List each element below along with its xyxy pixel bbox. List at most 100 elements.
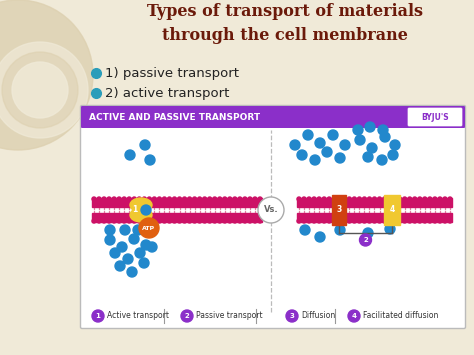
Circle shape <box>102 197 106 201</box>
Bar <box>92 198 262 207</box>
Circle shape <box>125 150 135 160</box>
Circle shape <box>182 219 187 223</box>
Circle shape <box>363 197 366 201</box>
Circle shape <box>312 197 316 201</box>
Circle shape <box>92 219 96 223</box>
Circle shape <box>157 219 161 223</box>
Circle shape <box>363 152 373 162</box>
Circle shape <box>218 219 222 223</box>
Circle shape <box>107 219 111 223</box>
Circle shape <box>97 219 101 223</box>
Circle shape <box>303 130 313 140</box>
Circle shape <box>353 125 363 135</box>
Text: 4: 4 <box>389 206 395 214</box>
Circle shape <box>142 219 146 223</box>
Circle shape <box>438 219 442 223</box>
Circle shape <box>147 197 151 201</box>
Circle shape <box>132 219 136 223</box>
Circle shape <box>373 197 376 201</box>
Circle shape <box>448 219 452 223</box>
Circle shape <box>367 219 372 223</box>
Circle shape <box>337 219 341 223</box>
Circle shape <box>423 197 427 201</box>
Circle shape <box>178 197 182 201</box>
Circle shape <box>243 197 247 201</box>
Circle shape <box>188 197 191 201</box>
Circle shape <box>123 254 133 264</box>
Circle shape <box>218 197 222 201</box>
Circle shape <box>359 234 372 246</box>
Circle shape <box>398 197 401 201</box>
Text: ATP: ATP <box>143 225 155 230</box>
Circle shape <box>173 197 176 201</box>
Circle shape <box>253 197 257 201</box>
Circle shape <box>347 197 351 201</box>
Circle shape <box>213 219 217 223</box>
Circle shape <box>145 155 155 165</box>
Circle shape <box>228 197 232 201</box>
Circle shape <box>322 147 332 157</box>
Circle shape <box>127 197 131 201</box>
Ellipse shape <box>130 198 152 212</box>
Circle shape <box>213 197 217 201</box>
Circle shape <box>2 52 78 128</box>
Circle shape <box>110 248 120 258</box>
Circle shape <box>133 225 143 235</box>
Circle shape <box>377 155 387 165</box>
Circle shape <box>92 197 96 201</box>
Circle shape <box>139 218 159 238</box>
Circle shape <box>342 219 346 223</box>
Circle shape <box>408 219 412 223</box>
Circle shape <box>290 140 300 150</box>
Circle shape <box>243 219 247 223</box>
Circle shape <box>312 219 316 223</box>
Circle shape <box>141 205 151 215</box>
Circle shape <box>192 219 197 223</box>
Circle shape <box>152 197 156 201</box>
Circle shape <box>137 197 141 201</box>
Circle shape <box>302 197 306 201</box>
Circle shape <box>297 197 301 201</box>
Text: ACTIVE AND PASSIVE TRANSPORT: ACTIVE AND PASSIVE TRANSPORT <box>89 113 260 121</box>
Text: Active transport: Active transport <box>107 311 169 321</box>
Circle shape <box>92 310 104 322</box>
Circle shape <box>0 42 88 138</box>
Circle shape <box>297 150 307 160</box>
Circle shape <box>248 197 252 201</box>
Circle shape <box>167 197 172 201</box>
Circle shape <box>300 225 310 235</box>
Circle shape <box>258 197 262 201</box>
Text: 3: 3 <box>337 206 342 214</box>
Circle shape <box>105 235 115 245</box>
Circle shape <box>357 219 361 223</box>
Circle shape <box>132 197 136 201</box>
Bar <box>92 213 262 222</box>
Circle shape <box>433 219 437 223</box>
Circle shape <box>327 219 331 223</box>
Circle shape <box>378 125 388 135</box>
Circle shape <box>337 197 341 201</box>
Circle shape <box>139 258 149 268</box>
Circle shape <box>348 310 360 322</box>
Circle shape <box>147 242 157 252</box>
Circle shape <box>142 197 146 201</box>
Circle shape <box>223 197 227 201</box>
Circle shape <box>428 197 432 201</box>
Bar <box>332 195 346 225</box>
Circle shape <box>418 197 422 201</box>
Text: 2: 2 <box>363 237 368 243</box>
Circle shape <box>152 219 156 223</box>
Circle shape <box>322 197 326 201</box>
Text: 1: 1 <box>96 313 100 319</box>
Bar <box>297 213 452 222</box>
Circle shape <box>413 219 417 223</box>
Text: Vs.: Vs. <box>264 206 278 214</box>
Circle shape <box>302 219 306 223</box>
Circle shape <box>117 197 121 201</box>
Circle shape <box>198 197 201 201</box>
Circle shape <box>317 219 321 223</box>
Circle shape <box>310 155 320 165</box>
Circle shape <box>327 197 331 201</box>
Circle shape <box>403 197 407 201</box>
Circle shape <box>178 219 182 223</box>
